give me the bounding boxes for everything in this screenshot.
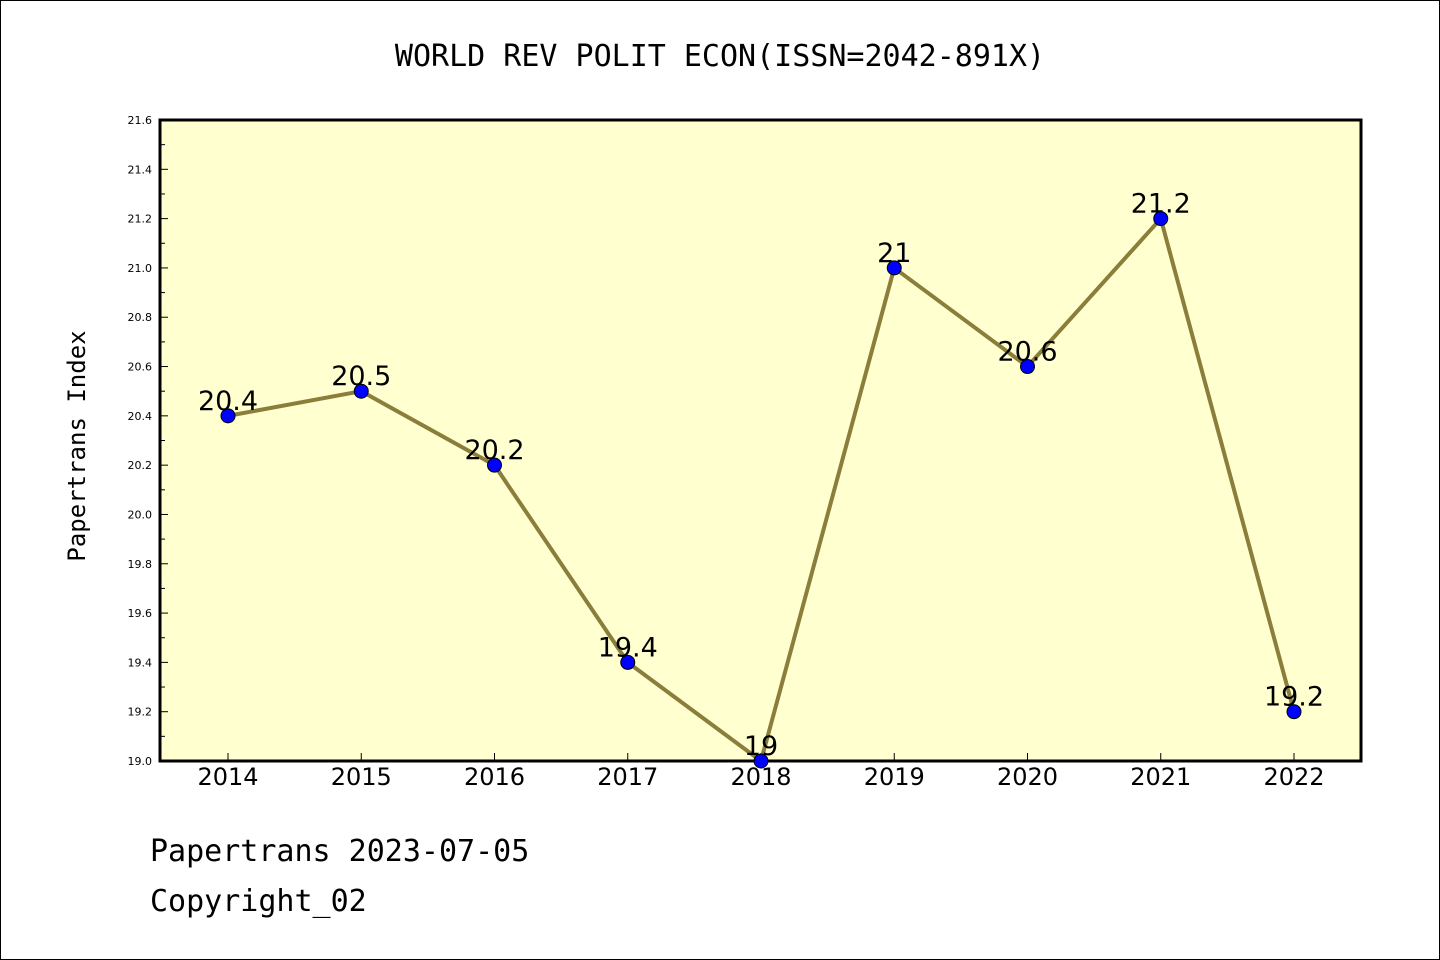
y-tick-label: 20.4 xyxy=(128,410,153,423)
data-label: 21 xyxy=(877,238,911,269)
data-label: 19.4 xyxy=(598,632,658,663)
data-point xyxy=(886,260,902,276)
data-label: 21.2 xyxy=(1131,189,1191,220)
footer-copyright: Copyright_02 xyxy=(150,884,367,919)
data-point xyxy=(1286,704,1302,720)
y-tick-label: 20.2 xyxy=(128,459,153,472)
data-point xyxy=(353,383,369,399)
series xyxy=(220,211,1302,769)
data-point xyxy=(753,753,769,769)
x-tick-label: 2020 xyxy=(997,763,1058,791)
x-tick-label: 2015 xyxy=(331,763,392,791)
y-tick-label: 19.6 xyxy=(128,607,153,620)
y-tick-label: 19.0 xyxy=(128,755,153,768)
y-tick-label: 19.2 xyxy=(128,706,153,719)
data-label: 19.2 xyxy=(1264,682,1324,713)
data-label: 20.5 xyxy=(331,361,391,392)
x-tick-label: 2017 xyxy=(597,763,658,791)
plot-area xyxy=(158,118,1363,763)
data-point xyxy=(1153,211,1169,227)
y-tick-label: 19.4 xyxy=(128,656,153,669)
data-point xyxy=(1020,359,1035,375)
y-tick-label: 21.0 xyxy=(128,262,153,275)
x-tick-label: 2022 xyxy=(1263,763,1324,791)
data-label: 19 xyxy=(744,731,778,762)
y-tick-label: 20.8 xyxy=(128,311,153,324)
data-label: 20.6 xyxy=(997,337,1057,368)
chart-title: WORLD REV POLIT ECON(ISSN=2042-891X) xyxy=(395,39,1045,74)
data-labels: 20.4 20.5 20.2 19.4 19 21 20.6 21.2 19.2 xyxy=(198,189,1324,762)
y-axis-label: Papertrans Index xyxy=(63,330,91,561)
data-point xyxy=(487,457,502,473)
y-tick-label: 20.0 xyxy=(128,508,153,521)
y-tick-label: 21.2 xyxy=(128,213,153,226)
x-tick-label: 2016 xyxy=(464,763,525,791)
y-tick-label: 19.8 xyxy=(128,558,153,571)
footer-date: Papertrans 2023-07-05 xyxy=(150,834,530,869)
data-point xyxy=(220,408,236,424)
data-point xyxy=(620,654,636,670)
y-tick-label: 21.4 xyxy=(128,163,153,176)
data-label: 20.2 xyxy=(464,435,524,466)
x-tick-label: 2021 xyxy=(1130,763,1191,791)
y-tick-label: 20.6 xyxy=(128,361,153,374)
y-tick-label: 21.6 xyxy=(128,114,153,127)
data-label: 20.4 xyxy=(198,386,258,417)
x-axis: 2014 2015 2016 2017 2018 2019 2020 2021 2022 xyxy=(197,753,1325,791)
x-tick-label: 2014 xyxy=(197,763,258,791)
y-axis: 19.0 19.2 19.4 19.6 19.8 20.0 20.2 20.4 20.6 20.8… xyxy=(128,114,168,768)
x-tick-label: 2019 xyxy=(864,763,925,791)
